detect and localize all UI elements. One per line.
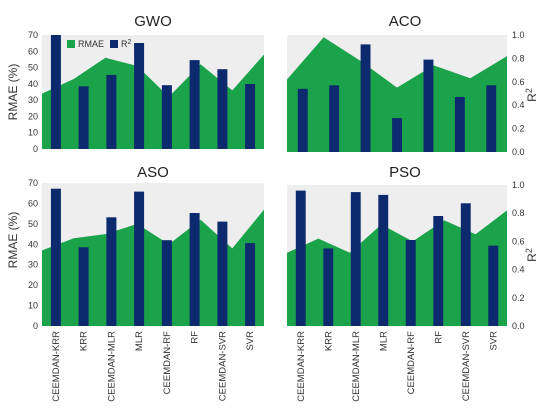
left-tick-label: 40 (28, 79, 38, 89)
r2-bar-ceemdan-rf (423, 59, 434, 152)
legend-r2-label: R2 (121, 39, 132, 49)
panel-title: GWO (134, 13, 172, 30)
x-category-label: CEEMDAN-RF (406, 331, 417, 395)
x-category-label: KRR (79, 331, 90, 351)
r2-bar-ceemdan-mlr (360, 44, 371, 152)
right-tick-label: 0.4 (512, 100, 525, 110)
r2-bar-rf (189, 60, 200, 149)
right-tick-label: 0.2 (512, 293, 525, 303)
x-category-label: CEEMDAN-SVR (217, 331, 228, 401)
right-tick-label: 1.0 (512, 180, 525, 190)
r2-bar-ceemdan-svr (460, 203, 471, 326)
legend: RMAE R2 (67, 39, 132, 49)
right-tick-label: 0.0 (512, 147, 525, 157)
left-tick-label: 50 (28, 63, 38, 73)
r2-bar-krr (329, 85, 340, 152)
right-tick-label: 0.0 (512, 321, 525, 331)
x-category-label: KRR (323, 331, 334, 351)
legend-rmae-swatch (67, 40, 75, 48)
left-tick-label: 0 (33, 144, 38, 154)
chart-panel-gwo: GWO 0 10 20 30 40 50 60 70 (28, 13, 265, 154)
x-category-label: CEEMDAN-MLR (351, 331, 362, 402)
left-tick-label: 10 (28, 128, 38, 138)
x-category-label: RF (433, 331, 444, 344)
left-tick-label: 20 (28, 111, 38, 121)
r2-bar-rf (433, 216, 444, 326)
left-tick-label: 60 (28, 46, 38, 56)
left-tick-label: 60 (28, 198, 38, 208)
r2-bar-ceemdan-mlr (350, 192, 361, 326)
r2-bar-ceemdan-svr (217, 221, 228, 326)
left-tick-label: 30 (28, 260, 38, 270)
left-axis-title-1: RMAE (%) (6, 64, 20, 121)
x-category-label: CEEMDAN-KRR (296, 331, 307, 402)
right-tick-label: 0.8 (512, 208, 525, 218)
r2-bar-ceemdan-rf (161, 85, 172, 149)
r2-bar-mlr (134, 191, 145, 326)
r2-bar-krr (323, 248, 334, 326)
left-tick-label: 70 (28, 30, 38, 40)
left-tick-label: 50 (28, 219, 38, 229)
left-tick-label: 10 (28, 301, 38, 311)
x-category-label: SVR (488, 331, 499, 351)
x-category-label: MLR (134, 331, 145, 351)
r2-bar-ceemdan-svr (217, 69, 228, 149)
left-tick-label: 70 (28, 178, 38, 188)
x-category-label: CEEMDAN-RF (162, 331, 173, 395)
r2-bar-ceemdan-svr (486, 85, 497, 152)
x-category-label: CEEMDAN-MLR (106, 331, 117, 402)
right-tick-label: 0.8 (512, 53, 525, 63)
chart-panel-aco: ACO 0.0 0.2 0.4 0.6 0.8 1.0 (286, 13, 525, 157)
x-category-label: RF (190, 331, 201, 344)
panel-title: ACO (389, 13, 422, 30)
right-tick-label: 0.6 (512, 236, 525, 246)
x-category-label: SVR (245, 331, 256, 351)
r2-bar-ceemdan-mlr (106, 74, 117, 149)
r2-bar-ceemdan-krr (50, 188, 61, 326)
rmae-area-series (42, 209, 264, 326)
r2-bar-svr (245, 84, 256, 149)
rmae-area-series (42, 54, 264, 149)
r2-bar-svr (488, 245, 499, 326)
x-category-label: MLR (378, 331, 389, 351)
left-tick-label: 40 (28, 239, 38, 249)
chart-panel-pso: PSO 0.0 0.2 0.4 0.6 0.8 1.0 CEEMDAN-KRR KRR CEEMD… (286, 164, 525, 402)
right-axis-title-2: R2 (524, 248, 539, 262)
r2-bar-krr (78, 247, 89, 326)
left-tick-label: 20 (28, 280, 38, 290)
left-axis-title-2: RMAE (%) (6, 212, 20, 269)
legend-rmae-label: RMAE (78, 39, 104, 49)
left-tick-label: 30 (28, 95, 38, 105)
right-axis-title-1: R2 (524, 88, 539, 102)
panel-title: ASO (137, 164, 169, 181)
legend-r2-swatch (110, 40, 118, 48)
r2-bar-mlr (134, 43, 145, 149)
rmae-area-series (287, 37, 507, 152)
r2-bar-ceemdan-krr (50, 35, 61, 149)
rmae-area-series (287, 210, 507, 326)
r2-bar-svr (245, 243, 256, 326)
left-tick-label: 0 (33, 321, 38, 331)
chart-panel-aso: ASO 0 10 20 30 40 50 60 70 CEEMDAN-KRR KRR CEEMDAN-… (28, 164, 265, 402)
right-tick-label: 0.6 (512, 77, 525, 87)
right-tick-label: 1.0 (512, 30, 525, 40)
r2-bar-ceemdan-rf (161, 240, 172, 326)
r2-bar-ceemdan-krr (295, 190, 306, 326)
right-tick-label: 0.4 (512, 265, 525, 275)
r2-bar-mlr (378, 194, 389, 326)
r2-bar-ceemdan-rf (405, 240, 416, 326)
r2-bar-krr (78, 86, 89, 149)
r2-bar-ceemdan-krr (297, 88, 308, 152)
r2-bar-mlr (392, 118, 402, 152)
r2-bar-rf (189, 213, 200, 326)
r2-bar-rf (454, 97, 465, 152)
right-tick-label: 0.2 (512, 124, 525, 134)
x-category-label: CEEMDAN-KRR (51, 331, 62, 402)
r2-bar-ceemdan-mlr (106, 217, 117, 326)
x-category-label: CEEMDAN-SVR (461, 331, 472, 401)
panel-title: PSO (389, 164, 421, 181)
